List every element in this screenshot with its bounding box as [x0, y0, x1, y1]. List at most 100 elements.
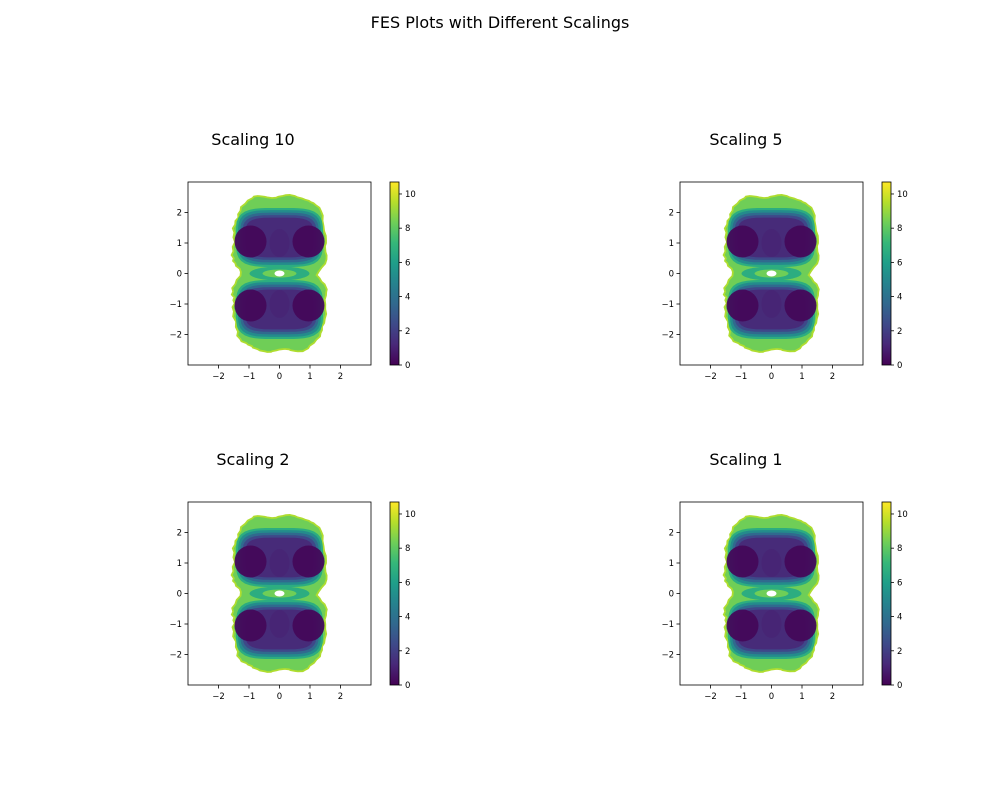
colorbar-tick-label: 4	[405, 293, 410, 303]
x-tick-label: −2	[212, 372, 225, 382]
x-tick-label: 1	[799, 692, 804, 702]
fes-saddle	[761, 549, 782, 577]
fes-gap	[320, 588, 333, 599]
x-tick-label: −1	[243, 372, 256, 382]
x-tick-label: 0	[769, 372, 774, 382]
fes-empty-center	[274, 270, 285, 277]
fes-gap	[718, 588, 731, 599]
fes-saddle	[761, 610, 782, 638]
y-tick-label: 0	[669, 270, 674, 280]
subplot-title: Scaling 1	[709, 450, 782, 469]
fes-minimum	[726, 289, 759, 322]
fes-minimum	[292, 225, 325, 258]
colorbar	[881, 181, 892, 366]
y-tick-label: 2	[177, 529, 182, 539]
x-tick-label: 0	[769, 692, 774, 702]
colorbar	[389, 181, 400, 366]
subplot-2: Scaling 5 −2 −1 0 1 2 −2 −1 0 1 2 0 2 4 6 8 10	[661, 130, 907, 382]
subplot-title: Scaling 2	[216, 450, 289, 469]
y-tick-label: 1	[669, 239, 674, 249]
heatmap	[718, 513, 825, 673]
colorbar-tick-label: 10	[405, 510, 416, 520]
subplot-title: Scaling 5	[709, 130, 782, 149]
fes-minimum	[292, 609, 325, 642]
y-tick-label: 2	[177, 209, 182, 219]
fes-empty-center	[274, 590, 285, 597]
x-tick-label: 2	[338, 372, 343, 382]
y-tick-label: 1	[177, 239, 182, 249]
colorbar-tick-label: 2	[897, 647, 902, 657]
fes-gap	[812, 588, 825, 599]
colorbar	[881, 501, 892, 686]
x-tick-label: −2	[704, 372, 717, 382]
y-tick-label: 0	[669, 590, 674, 600]
x-tick-label: 1	[307, 692, 312, 702]
colorbar-tick-label: 2	[405, 647, 410, 657]
colorbar-tick-label: 2	[405, 327, 410, 337]
fes-minimum	[726, 545, 759, 578]
colorbar-tick-label: 2	[897, 327, 902, 337]
colorbar-tick-label: 6	[405, 578, 410, 588]
x-tick-label: −1	[735, 372, 748, 382]
colorbar-tick-label: 8	[405, 224, 410, 234]
colorbar-tick-label: 6	[897, 578, 902, 588]
fes-minimum	[234, 609, 267, 642]
colorbar-tick-label: 6	[897, 258, 902, 268]
y-tick-label: 1	[177, 559, 182, 569]
x-tick-label: 2	[830, 692, 835, 702]
colorbar-tick-label: 4	[897, 613, 902, 623]
heatmap	[718, 193, 825, 353]
y-tick-label: 0	[177, 590, 182, 600]
colorbar-tick-label: 10	[405, 190, 416, 200]
x-tick-label: 1	[307, 372, 312, 382]
x-tick-label: 2	[830, 372, 835, 382]
y-tick-label: 1	[669, 559, 674, 569]
colorbar	[389, 501, 400, 686]
colorbar-tick-label: 0	[897, 361, 902, 371]
y-tick-label: −2	[169, 331, 182, 341]
fes-minimum	[726, 609, 759, 642]
fes-gap	[226, 268, 239, 279]
subplot-3: Scaling 2 −2 −1 0 1 2 −2 −1 0 1 2 0 2 4 6 8 10	[169, 450, 415, 702]
colorbar-tick-label: 8	[897, 224, 902, 234]
y-tick-label: −1	[661, 300, 674, 310]
x-tick-label: 0	[277, 372, 282, 382]
y-tick-label: −1	[169, 620, 182, 630]
y-tick-label: −1	[169, 300, 182, 310]
y-tick-label: 2	[669, 529, 674, 539]
colorbar-tick-label: 0	[897, 681, 902, 691]
colorbar-tick-label: 10	[897, 190, 908, 200]
fes-minimum	[726, 225, 759, 258]
y-tick-label: −2	[661, 331, 674, 341]
fes-empty-center	[766, 590, 777, 597]
fes-minimum	[234, 545, 267, 578]
fes-minimum	[292, 545, 325, 578]
fes-saddle	[269, 549, 290, 577]
fes-saddle	[761, 290, 782, 318]
fes-empty-center	[766, 270, 777, 277]
fes-saddle	[761, 229, 782, 257]
figure-title: FES Plots with Different Scalings	[371, 13, 630, 32]
fes-saddle	[269, 610, 290, 638]
x-tick-label: 2	[338, 692, 343, 702]
x-tick-label: −1	[735, 692, 748, 702]
fes-gap	[812, 268, 825, 279]
y-tick-label: −2	[661, 651, 674, 661]
y-tick-label: 0	[177, 270, 182, 280]
y-tick-label: −2	[169, 651, 182, 661]
x-tick-label: 1	[799, 372, 804, 382]
colorbar-tick-label: 6	[405, 258, 410, 268]
fes-saddle	[269, 290, 290, 318]
fes-minimum	[292, 289, 325, 322]
fes-gap	[226, 588, 239, 599]
heatmap	[226, 193, 333, 353]
x-tick-label: −2	[212, 692, 225, 702]
colorbar-tick-label: 0	[405, 361, 410, 371]
fes-minimum	[234, 225, 267, 258]
colorbar-tick-label: 8	[405, 544, 410, 554]
fes-minimum	[784, 289, 817, 322]
subplot-4: Scaling 1 −2 −1 0 1 2 −2 −1 0 1 2 0 2 4 6 8 10	[661, 450, 907, 702]
fes-minimum	[784, 609, 817, 642]
fes-minimum	[784, 225, 817, 258]
